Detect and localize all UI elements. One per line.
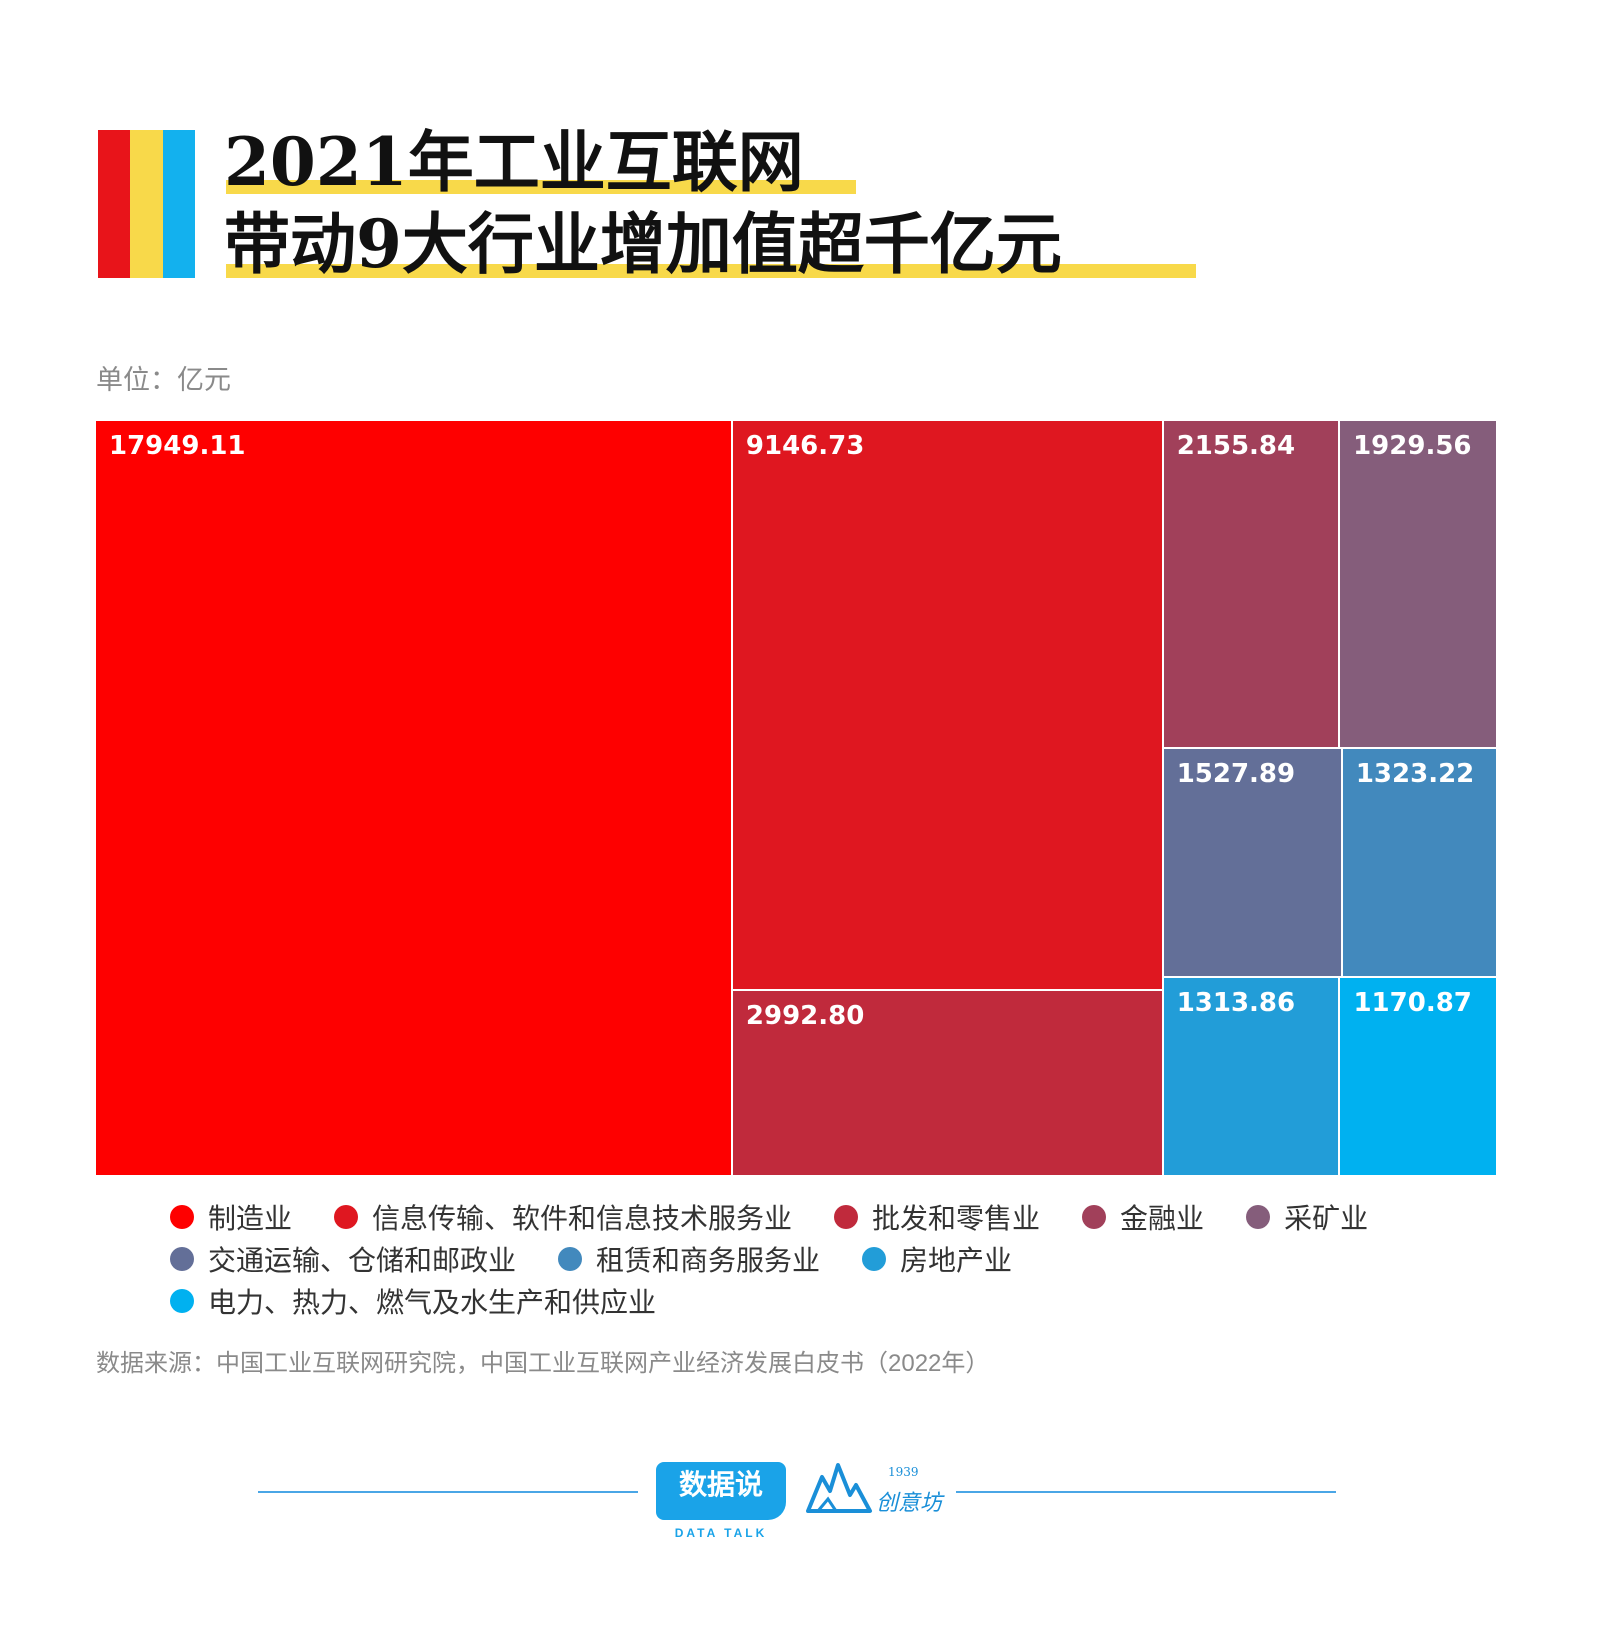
treemap-chart: 17949.11 9146.73 2992.80 2155.84 1929.56 1527… bbox=[95, 420, 1497, 1176]
legend-swatch bbox=[1082, 1205, 1107, 1229]
legend-item: 电力、热力、燃气及水生产和供应业 bbox=[170, 1281, 656, 1321]
treemap-tile: 2992.80 bbox=[731, 989, 1163, 1176]
legend-swatch bbox=[170, 1205, 194, 1229]
legend-swatch bbox=[170, 1247, 194, 1271]
datatalk-logo: 数据说 DATA TALK bbox=[656, 1462, 786, 1540]
legend-swatch bbox=[1246, 1205, 1271, 1229]
legend-swatch bbox=[558, 1247, 583, 1271]
treemap-value-label: 1313.86 bbox=[1176, 987, 1296, 1018]
legend-row: 制造业 信息传输、软件和信息技术服务业 批发和零售业 金融业 采矿业 bbox=[170, 1196, 1490, 1238]
legend-label: 租赁和商务服务业 bbox=[596, 1245, 821, 1276]
legend-label: 批发和零售业 bbox=[872, 1203, 1041, 1234]
treemap-tile: 1527.89 bbox=[1162, 747, 1342, 977]
treemap-value-label: 2155.84 bbox=[1176, 431, 1296, 461]
treemap-value-label: 1527.89 bbox=[1176, 758, 1296, 789]
datatalk-logo-text: 数据说 bbox=[678, 1469, 763, 1500]
chuangyifang-mark-icon bbox=[806, 1463, 872, 1513]
treemap-value-label: 1170.87 bbox=[1353, 987, 1472, 1018]
legend-label: 制造业 bbox=[208, 1203, 293, 1234]
treemap-tile: 1323.22 bbox=[1341, 747, 1497, 977]
chart-title-line-1: 2021年工业互联网 bbox=[224, 123, 804, 201]
treemap-value-label: 9146.73 bbox=[745, 431, 865, 461]
chuangyifang-year: 1939 bbox=[888, 1465, 919, 1479]
legend-item: 信息传输、软件和信息技术服务业 bbox=[334, 1197, 792, 1237]
legend-swatch bbox=[834, 1205, 859, 1229]
treemap-tile: 9146.73 bbox=[731, 420, 1163, 990]
treemap-tile: 1929.56 bbox=[1339, 420, 1497, 748]
legend-label: 金融业 bbox=[1120, 1203, 1205, 1234]
treemap-value-label: 2992.80 bbox=[745, 1000, 865, 1031]
legend-item: 制造业 bbox=[170, 1197, 292, 1237]
legend-item: 批发和零售业 bbox=[834, 1197, 1040, 1237]
title-highlight-1 bbox=[226, 180, 856, 194]
legend-label: 房地产业 bbox=[900, 1245, 1013, 1276]
title-bar-red bbox=[98, 130, 131, 278]
legend-row: 电力、热力、燃气及水生产和供应业 bbox=[170, 1280, 1490, 1322]
footer-line-right bbox=[956, 1491, 1336, 1493]
treemap-value-label: 1323.22 bbox=[1355, 758, 1475, 789]
treemap-value-label: 17949.11 bbox=[109, 431, 246, 461]
title-bar-blue bbox=[162, 130, 195, 278]
chuangyifang-logo: 1939 创意坊 bbox=[804, 1455, 944, 1525]
datatalk-logo-sub: DATA TALK bbox=[674, 1526, 768, 1540]
legend-row: 交通运输、仓储和邮政业 租赁和商务服务业 房地产业 bbox=[170, 1238, 1490, 1280]
legend-item: 房地产业 bbox=[862, 1239, 1012, 1279]
treemap-tile: 1313.86 bbox=[1162, 976, 1340, 1176]
legend-swatch bbox=[334, 1205, 359, 1229]
legend-item: 采矿业 bbox=[1246, 1197, 1368, 1237]
legend-label: 采矿业 bbox=[1284, 1203, 1369, 1234]
treemap-tile: 17949.11 bbox=[95, 420, 732, 1176]
data-source: 数据来源：中国工业互联网研究院，中国工业互联网产业经济发展白皮书（2022年） bbox=[96, 1350, 990, 1377]
treemap-tile: 1170.87 bbox=[1339, 976, 1497, 1176]
legend-label: 电力、热力、燃气及水生产和供应业 bbox=[208, 1287, 657, 1318]
legend-item: 交通运输、仓储和邮政业 bbox=[170, 1239, 516, 1279]
footer-line-left bbox=[258, 1491, 638, 1493]
legend-swatch bbox=[862, 1247, 887, 1271]
title-highlight-2 bbox=[226, 264, 1196, 278]
legend-item: 金融业 bbox=[1082, 1197, 1204, 1237]
treemap-tile: 2155.84 bbox=[1162, 420, 1340, 748]
chart-title-line-2: 带动9大行业增加值超千亿元 bbox=[224, 205, 1062, 283]
treemap-value-label: 1929.56 bbox=[1353, 431, 1472, 461]
unit-label: 单位：亿元 bbox=[96, 365, 231, 395]
legend-label: 交通运输、仓储和邮政业 bbox=[208, 1245, 517, 1276]
legend-item: 租赁和商务服务业 bbox=[558, 1239, 820, 1279]
legend-swatch bbox=[170, 1289, 194, 1313]
legend: 制造业 信息传输、软件和信息技术服务业 批发和零售业 金融业 采矿业交通运输、仓储和邮政… bbox=[170, 1196, 1490, 1322]
title-bar-yellow bbox=[130, 130, 163, 278]
chuangyifang-text: 创意坊 bbox=[876, 1491, 943, 1516]
title-color-bars bbox=[98, 130, 196, 278]
legend-label: 信息传输、软件和信息技术服务业 bbox=[372, 1203, 793, 1234]
